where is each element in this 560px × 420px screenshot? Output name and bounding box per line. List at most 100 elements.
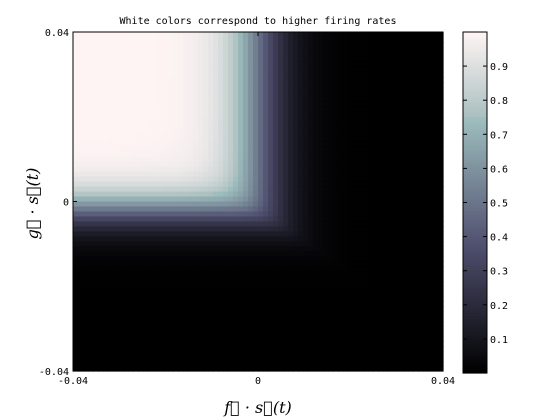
- heatmap-cell: [263, 331, 269, 337]
- heatmap-cell: [298, 321, 304, 327]
- heatmap-cell: [93, 251, 99, 257]
- heatmap-cell: [303, 326, 309, 332]
- heatmap-cell: [288, 311, 294, 317]
- heatmap-cell: [428, 86, 434, 93]
- heatmap-cell: [418, 361, 424, 367]
- heatmap-cell: [213, 176, 219, 183]
- heatmap-cell: [393, 356, 399, 362]
- heatmap-cell: [198, 291, 204, 297]
- heatmap-cell: [298, 121, 304, 128]
- heatmap-cell: [403, 76, 409, 83]
- heatmap-cell: [213, 76, 219, 83]
- heatmap-cell: [328, 171, 334, 178]
- heatmap-cell: [198, 91, 204, 98]
- heatmap-cell: [418, 81, 424, 88]
- heatmap-cell: [93, 236, 99, 242]
- heatmap-cell: [228, 61, 234, 68]
- heatmap-cell: [283, 266, 289, 272]
- heatmap-cell: [163, 121, 169, 128]
- heatmap-cell: [123, 356, 129, 362]
- heatmap-cell: [423, 221, 429, 228]
- heatmap-cell: [298, 106, 304, 113]
- heatmap-cell: [393, 256, 399, 262]
- heatmap-cell: [168, 32, 174, 38]
- heatmap-cell: [243, 246, 249, 252]
- heatmap-cell: [253, 276, 259, 282]
- heatmap-cell: [218, 91, 224, 98]
- heatmap-cell: [243, 36, 249, 43]
- heatmap-cell: [133, 66, 139, 73]
- heatmap-cell: [243, 171, 249, 178]
- heatmap-cell: [98, 231, 104, 237]
- heatmap-cell: [88, 261, 94, 267]
- heatmap-cell: [353, 32, 359, 38]
- heatmap-cell: [303, 356, 309, 362]
- heatmap-cell: [403, 281, 409, 287]
- heatmap-cell: [348, 81, 354, 88]
- heatmap-cell: [118, 66, 124, 73]
- heatmap-cell: [123, 246, 129, 252]
- heatmap-cell: [408, 106, 414, 113]
- heatmap-cell: [423, 266, 429, 272]
- heatmap-cell: [133, 311, 139, 317]
- heatmap-cell: [278, 236, 284, 242]
- heatmap-cell: [348, 161, 354, 168]
- heatmap-cell: [353, 266, 359, 272]
- heatmap-cell: [153, 296, 159, 302]
- heatmap-cell: [378, 246, 384, 252]
- heatmap-cell: [398, 241, 404, 247]
- heatmap-cell: [423, 91, 429, 98]
- heatmap-cell: [98, 226, 104, 233]
- heatmap-cell: [263, 236, 269, 242]
- heatmap-cell: [333, 336, 339, 342]
- heatmap-cell: [293, 101, 299, 108]
- heatmap-cell: [418, 36, 424, 43]
- heatmap-cell: [278, 201, 284, 208]
- heatmap-cell: [123, 196, 129, 203]
- heatmap-cell: [103, 146, 109, 153]
- heatmap-cell: [133, 156, 139, 163]
- heatmap-cell: [328, 351, 334, 357]
- heatmap-cell: [378, 161, 384, 168]
- heatmap-cell: [333, 51, 339, 58]
- heatmap-cell: [198, 366, 204, 372]
- heatmap-cell: [158, 56, 164, 63]
- heatmap-cell: [168, 101, 174, 108]
- heatmap-cell: [348, 156, 354, 163]
- heatmap-cell: [268, 321, 274, 327]
- heatmap-cell: [78, 221, 84, 228]
- heatmap-cell: [298, 196, 304, 203]
- heatmap-cell: [113, 131, 119, 138]
- heatmap-cell: [293, 276, 299, 282]
- heatmap-cell: [98, 346, 104, 352]
- heatmap-cell: [378, 156, 384, 163]
- heatmap-cell: [178, 211, 184, 218]
- heatmap-cell: [118, 111, 124, 118]
- heatmap-cell: [313, 136, 319, 143]
- heatmap-cell: [88, 216, 94, 223]
- heatmap-cell: [403, 341, 409, 347]
- heatmap-cell: [263, 341, 269, 347]
- heatmap-cell: [258, 201, 264, 208]
- heatmap-cell: [333, 141, 339, 148]
- heatmap-cell: [283, 61, 289, 68]
- heatmap-cell: [153, 216, 159, 223]
- heatmap-cell: [358, 151, 364, 158]
- heatmap-cell: [73, 161, 79, 168]
- heatmap-cell: [113, 361, 119, 367]
- heatmap-cell: [393, 221, 399, 228]
- heatmap-cell: [313, 306, 319, 312]
- heatmap-cell: [93, 41, 99, 48]
- heatmap-cell: [138, 36, 144, 43]
- heatmap-cell: [158, 356, 164, 362]
- heatmap-cell: [393, 231, 399, 237]
- heatmap-cell: [368, 186, 374, 193]
- heatmap-cell: [363, 286, 369, 292]
- heatmap-cell: [213, 46, 219, 53]
- heatmap-cell: [363, 106, 369, 113]
- heatmap-cell: [183, 126, 189, 133]
- heatmap-cell: [258, 76, 264, 83]
- heatmap-cell: [173, 226, 179, 233]
- heatmap-cell: [378, 306, 384, 312]
- heatmap-cell: [93, 316, 99, 322]
